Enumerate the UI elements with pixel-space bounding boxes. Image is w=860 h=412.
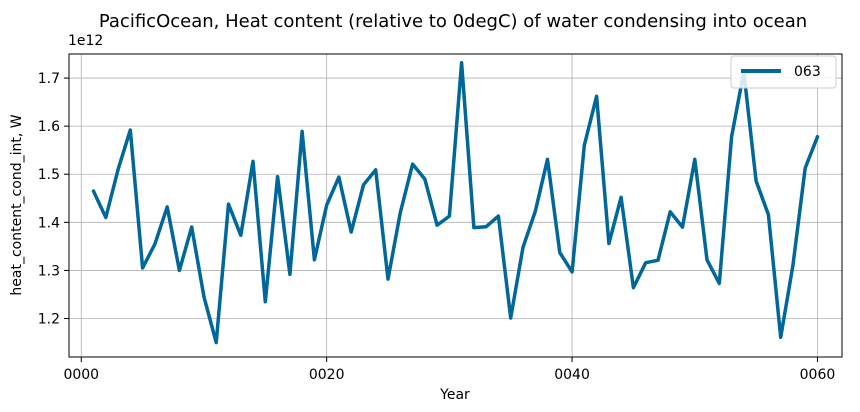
y-tick-label: 1.7 — [38, 71, 60, 87]
x-tick-label: 0040 — [554, 367, 590, 383]
y-tick-label: 1.6 — [38, 119, 60, 135]
y-offset-label: 1e12 — [68, 33, 103, 49]
x-tick-label: 0060 — [800, 367, 836, 383]
chart-title: PacificOcean, Heat content (relative to … — [99, 11, 807, 32]
y-tick-label: 1.5 — [38, 167, 60, 183]
legend-label-063: 063 — [794, 64, 821, 80]
y-axis-label: heat_content_cond_int, W — [9, 114, 25, 295]
series-layer — [91, 60, 820, 345]
y-tick-label: 1.4 — [38, 215, 60, 231]
series-line-063 — [91, 60, 820, 345]
x-tick-label: 0020 — [309, 367, 345, 383]
x-tick-label: 0000 — [63, 367, 99, 383]
axis-ticks: 0000 0020 0040 0060 1.2 1.3 1.4 1.5 1.6 1.7 — [38, 71, 836, 383]
legend: 063 — [730, 55, 837, 89]
x-axis-label: Year — [439, 387, 470, 403]
y-tick-label: 1.2 — [38, 312, 60, 328]
y-tick-label: 1.3 — [38, 263, 60, 279]
legend-box — [730, 55, 837, 89]
plot-area — [68, 53, 843, 358]
